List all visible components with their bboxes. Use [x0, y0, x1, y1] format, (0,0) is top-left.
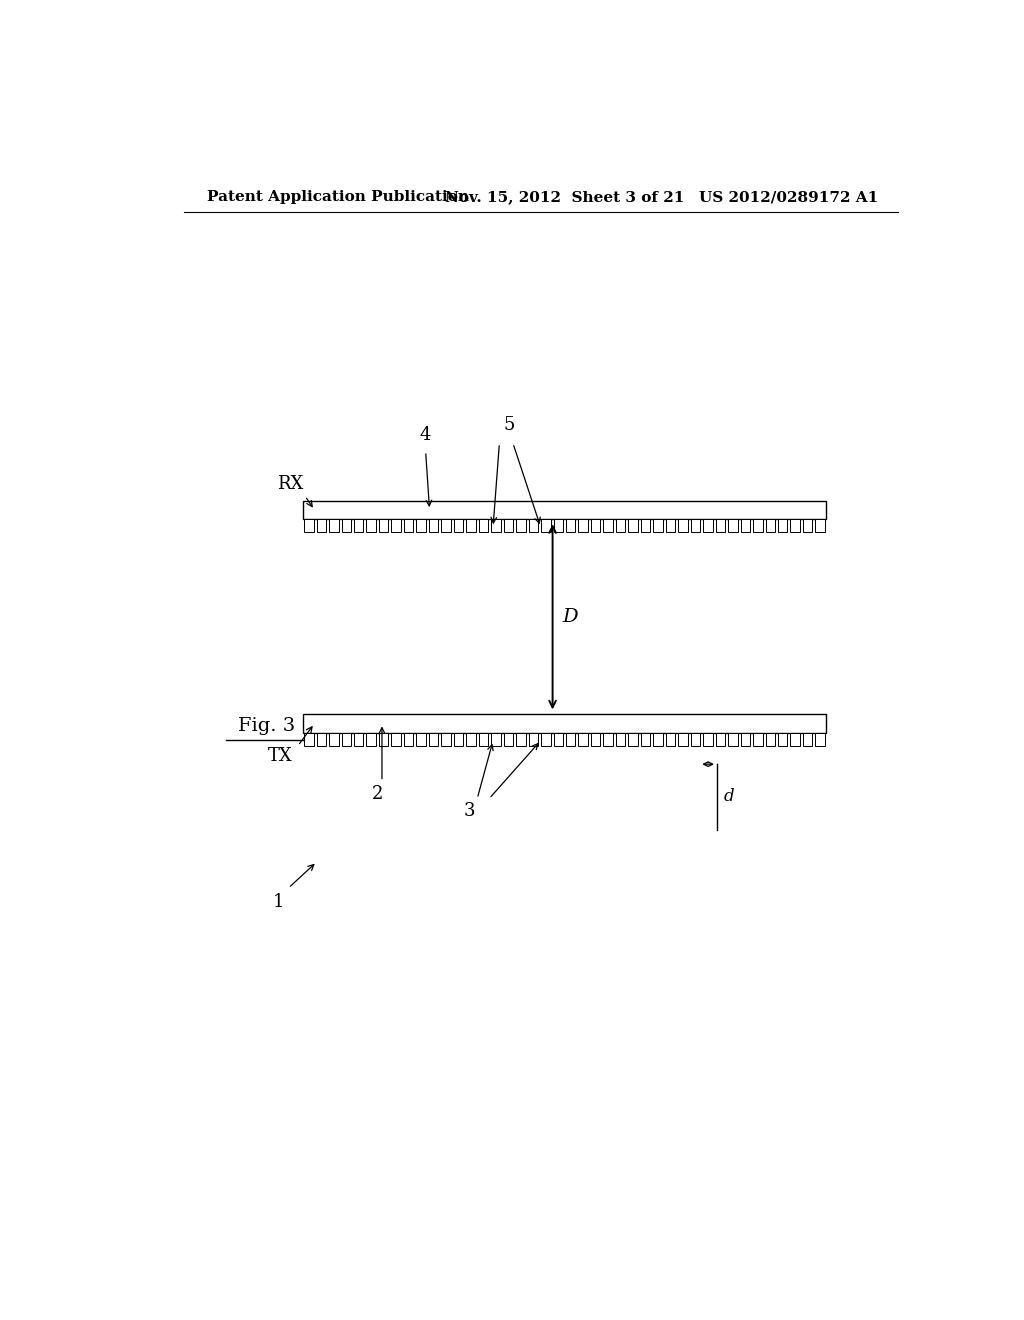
Bar — [579, 733, 588, 746]
Bar — [417, 519, 426, 532]
Bar — [554, 519, 563, 532]
Bar — [766, 733, 775, 746]
Bar — [417, 733, 426, 746]
Bar — [341, 519, 351, 532]
Bar — [403, 519, 414, 532]
Bar — [703, 733, 713, 746]
Bar — [641, 733, 650, 746]
Text: 1: 1 — [273, 894, 285, 911]
Bar — [391, 519, 400, 532]
Bar — [454, 733, 463, 746]
Bar — [441, 733, 451, 746]
Bar — [429, 733, 438, 746]
Bar — [753, 733, 763, 746]
Bar — [728, 733, 737, 746]
Text: TX: TX — [268, 747, 293, 766]
Bar — [566, 519, 575, 532]
Bar — [791, 733, 800, 746]
Bar — [766, 519, 775, 532]
Text: 2: 2 — [373, 784, 384, 803]
Bar — [815, 519, 825, 532]
Bar — [316, 519, 326, 532]
Bar — [678, 519, 688, 532]
Bar — [541, 733, 551, 746]
Bar — [379, 519, 388, 532]
Bar — [367, 733, 376, 746]
Bar — [778, 733, 787, 746]
Bar — [740, 519, 750, 532]
Bar — [504, 519, 513, 532]
Bar — [329, 519, 339, 532]
Bar — [441, 519, 451, 532]
Bar — [591, 733, 600, 746]
Bar — [778, 519, 787, 532]
Bar — [629, 519, 638, 532]
Bar — [304, 733, 313, 746]
Bar — [478, 733, 488, 746]
Bar — [516, 733, 525, 746]
Bar — [403, 733, 414, 746]
Bar — [504, 733, 513, 746]
Bar — [367, 519, 376, 532]
Bar — [653, 733, 663, 746]
Bar — [728, 519, 737, 532]
Bar — [716, 733, 725, 746]
Bar — [391, 733, 400, 746]
Bar — [528, 733, 538, 746]
Bar — [329, 733, 339, 746]
Bar — [316, 733, 326, 746]
Bar — [492, 519, 501, 532]
Bar — [429, 519, 438, 532]
Bar — [303, 500, 826, 519]
Bar — [554, 733, 563, 746]
Bar — [703, 519, 713, 532]
Bar — [629, 733, 638, 746]
Bar — [615, 733, 626, 746]
Bar — [341, 733, 351, 746]
Bar — [541, 519, 551, 532]
Bar — [815, 733, 825, 746]
Bar — [466, 519, 476, 532]
Text: US 2012/0289172 A1: US 2012/0289172 A1 — [699, 190, 879, 205]
Text: 5: 5 — [503, 416, 515, 434]
Bar — [666, 519, 675, 532]
Bar — [666, 733, 675, 746]
Bar — [466, 733, 476, 746]
Text: D: D — [562, 607, 578, 626]
Bar — [304, 519, 313, 532]
Bar — [603, 519, 613, 532]
Bar — [591, 519, 600, 532]
Text: d: d — [723, 788, 734, 805]
Bar — [579, 519, 588, 532]
Bar — [354, 519, 364, 532]
Bar — [454, 519, 463, 532]
Bar — [678, 733, 688, 746]
Bar — [516, 519, 525, 532]
Text: Nov. 15, 2012  Sheet 3 of 21: Nov. 15, 2012 Sheet 3 of 21 — [445, 190, 685, 205]
Bar — [478, 519, 488, 532]
Bar — [379, 733, 388, 746]
Text: Patent Application Publication: Patent Application Publication — [207, 190, 469, 205]
Text: 4: 4 — [420, 426, 431, 444]
Bar — [615, 519, 626, 532]
Bar — [753, 519, 763, 532]
Bar — [716, 519, 725, 532]
Bar — [803, 733, 812, 746]
Bar — [303, 714, 826, 733]
Bar — [791, 519, 800, 532]
Bar — [803, 519, 812, 532]
Bar — [641, 519, 650, 532]
Bar — [492, 733, 501, 746]
Bar — [740, 733, 750, 746]
Bar — [528, 519, 538, 532]
Text: 3: 3 — [464, 803, 475, 820]
Text: RX: RX — [278, 475, 304, 492]
Bar — [690, 519, 700, 532]
Text: Fig. 3: Fig. 3 — [239, 717, 296, 734]
Bar — [690, 733, 700, 746]
Bar — [603, 733, 613, 746]
Bar — [653, 519, 663, 532]
Bar — [354, 733, 364, 746]
Bar — [566, 733, 575, 746]
